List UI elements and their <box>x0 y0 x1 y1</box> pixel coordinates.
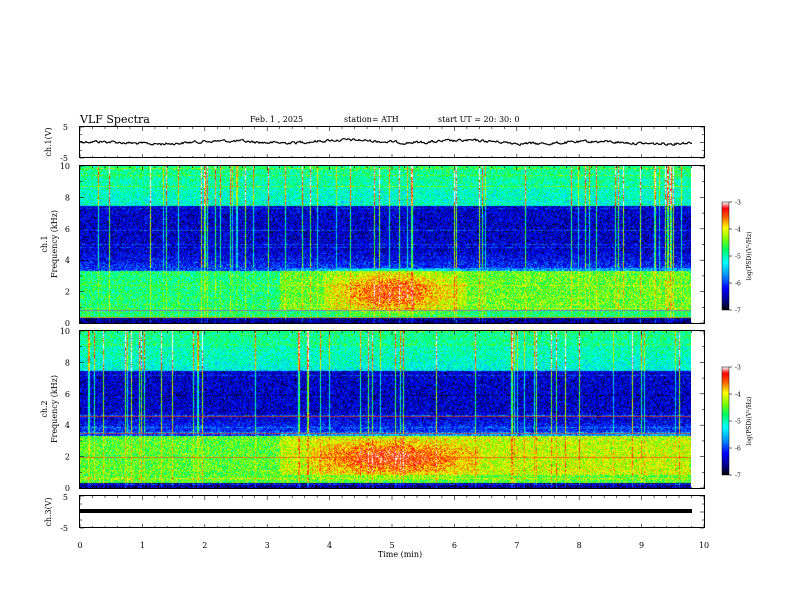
colorbar-tick-label: -5 <box>735 254 741 261</box>
spectrogram-ytick-label: 8 <box>65 193 70 202</box>
x-tick-label: 0 <box>77 541 82 550</box>
chart-title: VLF Spectra <box>80 113 150 126</box>
spectrogram-ytick-label: 0 <box>65 484 70 493</box>
colorbar-tick-label: -6 <box>735 281 741 288</box>
ch1-spec-ylabel-line2: Frequency (kHz) <box>50 210 59 278</box>
spectrogram-ytick-label: 0 <box>65 319 70 328</box>
ch2-spectrogram <box>80 331 691 488</box>
ch1-waveform-line <box>79 138 693 147</box>
spectrogram-ytick-label: 10 <box>60 162 70 171</box>
spectrogram-ytick-label: 6 <box>65 390 70 399</box>
ch2-spec-ylabel-line2: Frequency (kHz) <box>50 375 59 443</box>
ch2-spec-ylabel-line1: ch.2 <box>40 400 49 417</box>
x-axis-label: Time (min) <box>378 550 422 559</box>
x-tick-label: 3 <box>265 541 270 550</box>
ch1-ytick-top: 5 <box>63 123 68 132</box>
colorbar-tick-label: -6 <box>735 446 741 453</box>
colorbar-tick-label: -5 <box>735 419 741 426</box>
x-tick-label: 6 <box>452 541 457 550</box>
x-tick-label: 5 <box>389 541 394 550</box>
station-label: station= ATH <box>344 115 399 124</box>
spectrogram-ytick-label: 10 <box>60 327 70 336</box>
x-tick-label: 8 <box>577 541 582 550</box>
ch1-colorbar <box>721 201 730 311</box>
ch1-spectrogram <box>80 166 691 323</box>
spectrogram-ytick-label: 2 <box>65 453 70 462</box>
colorbar-tick-label: -4 <box>735 227 741 234</box>
colorbar-tick-label: -7 <box>735 473 741 480</box>
ch1-ytick-bottom: -5 <box>60 154 68 163</box>
ch3-ytick-bottom: -5 <box>60 524 68 533</box>
ch2-colorbar-label: log(PSD)(V2/Hz) <box>745 397 754 446</box>
x-tick-label: 1 <box>140 541 145 550</box>
colorbar-tick-label: -3 <box>735 200 741 207</box>
spectrogram-ytick-label: 6 <box>65 225 70 234</box>
ch2-colorbar <box>721 366 730 476</box>
spectrogram-ytick-label: 4 <box>65 256 70 265</box>
start-time-label: start UT = 20: 30: 0 <box>438 115 520 124</box>
ch3-waveform-ylabel: ch.3(V) <box>44 497 53 526</box>
ch3-ytick-top: 5 <box>63 493 68 502</box>
colorbar-tick-label: -4 <box>735 392 741 399</box>
ch1-spec-ylabel-line1: ch.1 <box>40 235 49 252</box>
x-tick-label: 4 <box>327 541 332 550</box>
x-tick-label: 2 <box>202 541 207 550</box>
ch1-colorbar-label: log(PSD)(V2/Hz) <box>745 232 754 281</box>
x-tick-label: 10 <box>699 541 709 550</box>
spectrogram-ytick-label: 2 <box>65 288 70 297</box>
colorbar-tick-label: -7 <box>735 308 741 315</box>
colorbar-tick-label: -3 <box>735 365 741 372</box>
spectrogram-ytick-label: 4 <box>65 421 70 430</box>
spectrogram-ytick-label: 8 <box>65 358 70 367</box>
x-tick-label: 7 <box>514 541 519 550</box>
x-tick-label: 9 <box>639 541 644 550</box>
ch1-waveform-ylabel: ch.1(V) <box>44 127 53 156</box>
date-label: Feb. 1 , 2025 <box>250 115 304 124</box>
